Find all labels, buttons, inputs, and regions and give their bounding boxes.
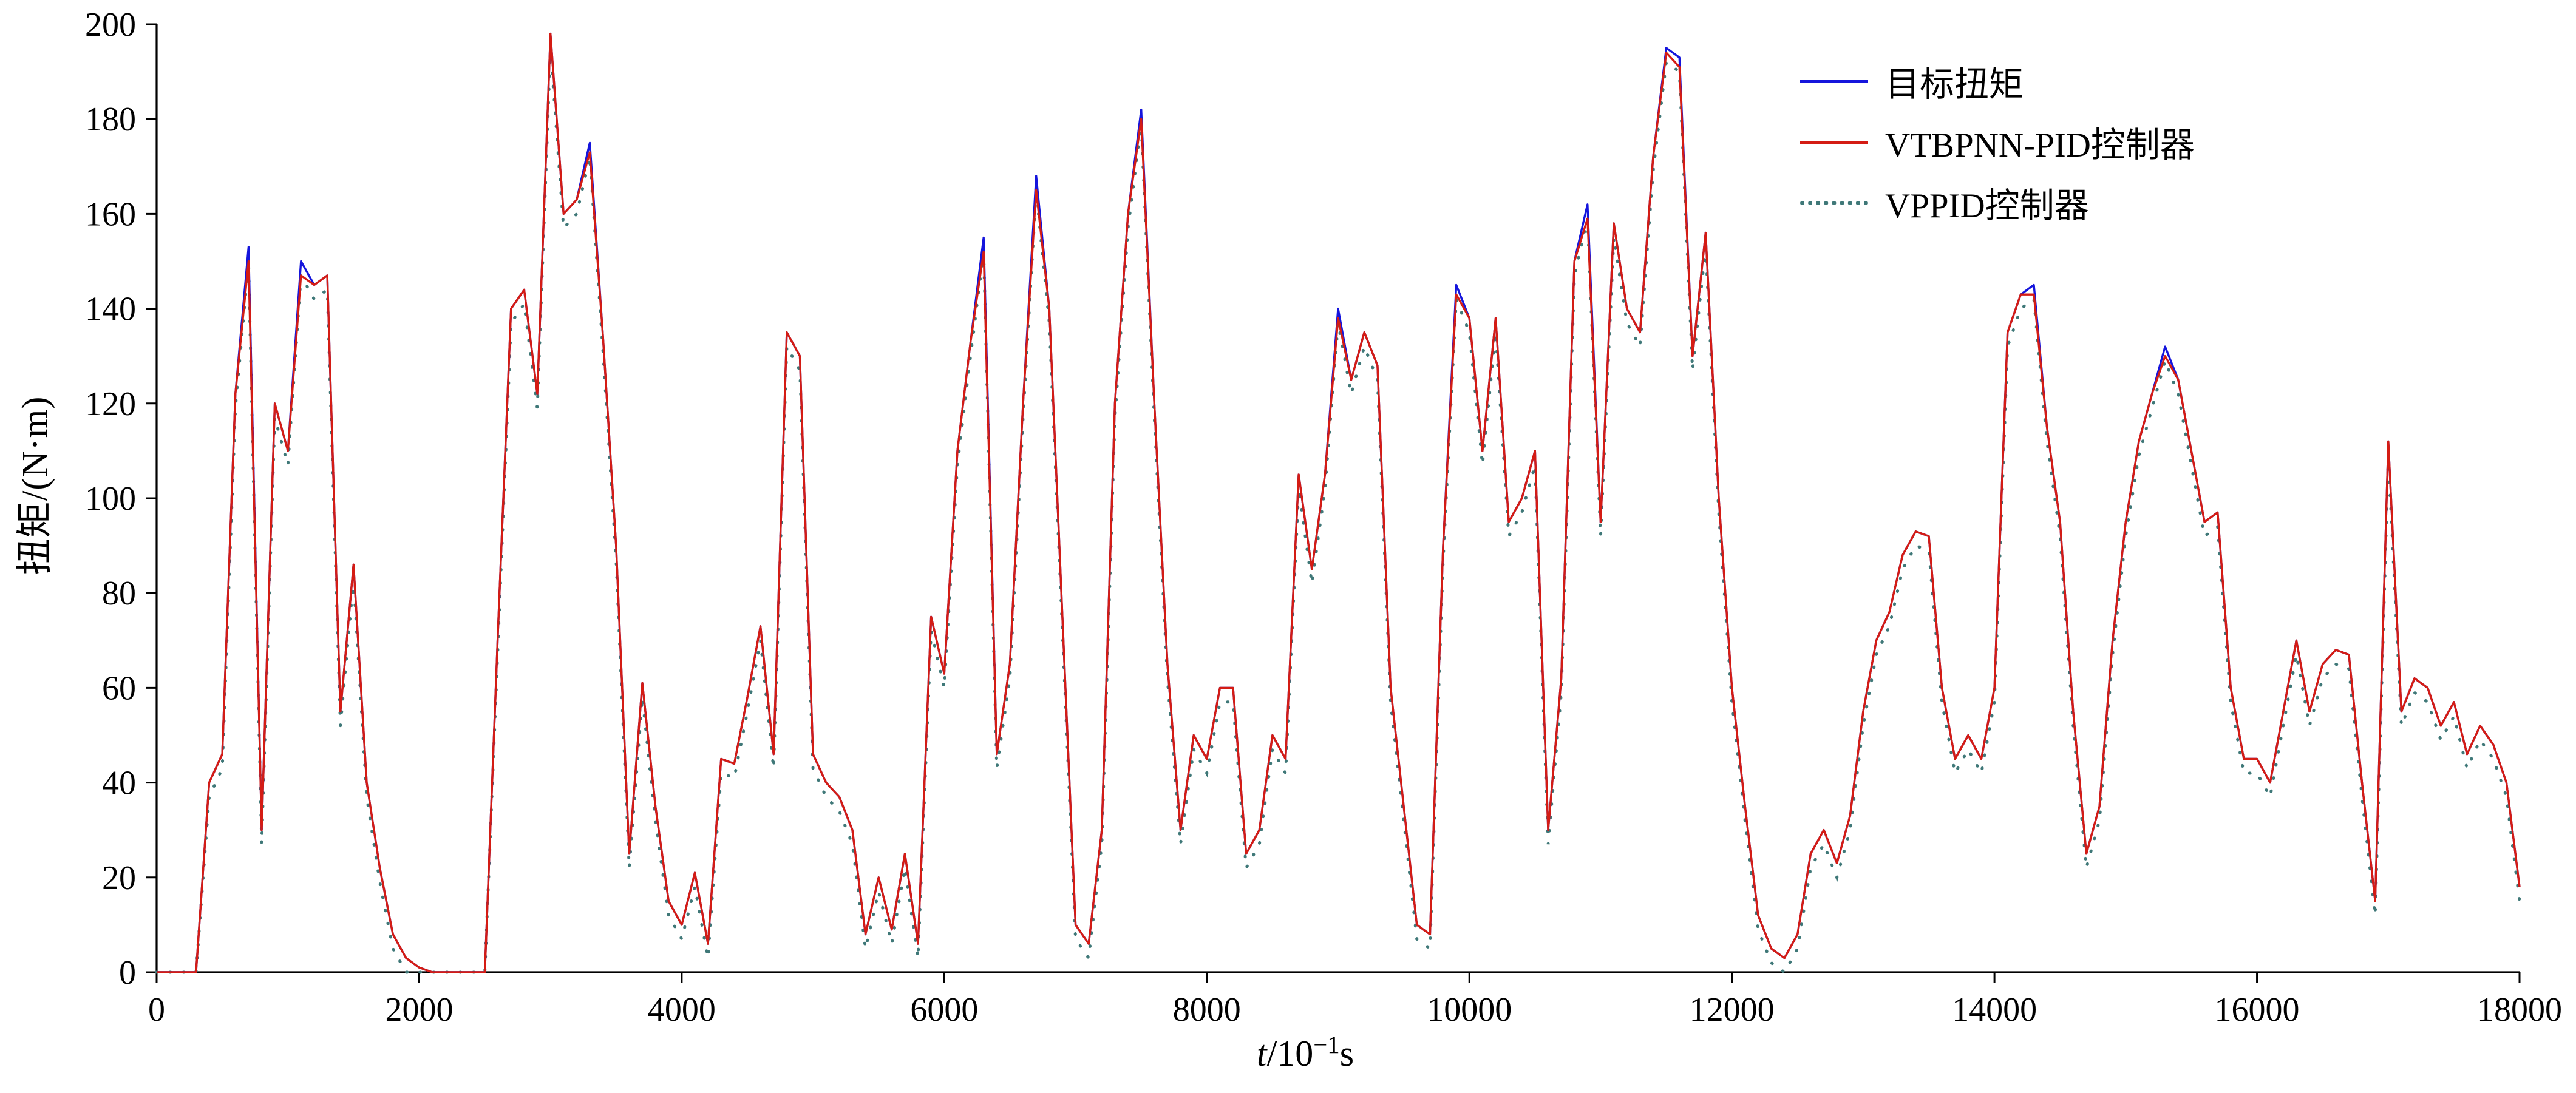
x-tick-label: 16000 [2215, 991, 2300, 1029]
y-tick-label: 160 [85, 195, 136, 233]
x-axis-label-variable: t [1256, 1034, 1267, 1074]
series-line-VTBPNN-PID控制器 [157, 32, 2521, 973]
y-tick-label: 80 [102, 575, 136, 612]
x-tick-label: 10000 [1427, 991, 1512, 1029]
y-tick-label: 180 [85, 101, 136, 138]
y-tick-label: 20 [102, 859, 136, 897]
x-tick-label: 8000 [1173, 991, 1241, 1029]
legend-label: 目标扭矩 [1885, 66, 2024, 104]
y-tick-label: 140 [85, 291, 136, 328]
legend-item-vppid: VPPID控制器 [1800, 172, 2195, 233]
legend: 目标扭矩 VTBPNN-PID控制器 VPPID控制器 [1800, 51, 2195, 233]
y-tick-label: 40 [102, 765, 136, 802]
x-tick-label: 6000 [910, 991, 978, 1029]
x-axis-label: t/10−1s [1257, 1030, 1354, 1075]
y-tick-label: 200 [85, 6, 136, 44]
y-tick-label: 60 [102, 669, 136, 707]
legend-label: VTBPNN-PID控制器 [1885, 126, 2195, 164]
x-tick-label: 4000 [648, 991, 716, 1029]
y-tick-label: 100 [85, 480, 136, 518]
x-axis-label-exponent: −1 [1313, 1031, 1340, 1058]
legend-line-sample-blue [1800, 80, 1868, 83]
x-axis-label-denominator: /10 [1266, 1034, 1314, 1074]
y-axis-label: 扭矩/(N·m) [15, 396, 55, 575]
legend-item-vtbpnn-pid: VTBPNN-PID控制器 [1800, 112, 2195, 172]
x-axis-label-unit: s [1339, 1034, 1354, 1074]
x-tick-label: 14000 [1952, 991, 2037, 1029]
x-tick-label: 0 [148, 991, 165, 1029]
x-tick-label: 18000 [2477, 991, 2562, 1029]
x-tick-label: 2000 [385, 991, 453, 1029]
legend-item-target-torque: 目标扭矩 [1800, 51, 2195, 112]
legend-line-sample-dotted [1800, 200, 1868, 205]
x-tick-label: 12000 [1690, 991, 1775, 1029]
y-tick-label: 120 [85, 385, 136, 423]
legend-label: VPPID控制器 [1885, 187, 2089, 225]
y-tick-label: 0 [119, 954, 136, 992]
legend-line-sample-red [1800, 140, 1868, 144]
